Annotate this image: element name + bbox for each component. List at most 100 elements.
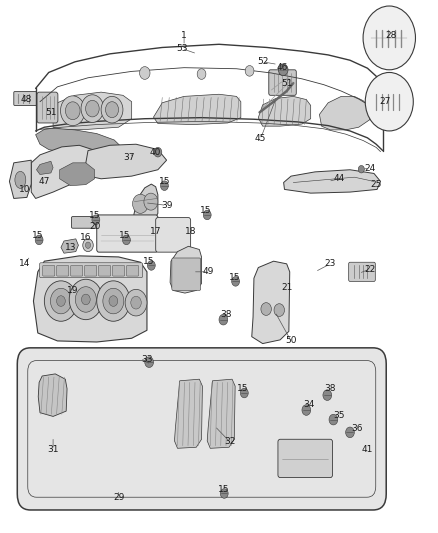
Text: 51: 51 <box>281 78 293 87</box>
Circle shape <box>154 148 162 157</box>
Polygon shape <box>134 184 158 224</box>
Text: 15: 15 <box>120 231 131 240</box>
Circle shape <box>358 165 364 173</box>
Circle shape <box>203 210 211 220</box>
Text: 41: 41 <box>362 446 373 455</box>
Text: 49: 49 <box>202 268 214 276</box>
Polygon shape <box>38 374 67 416</box>
Circle shape <box>232 277 240 286</box>
Text: 38: 38 <box>325 384 336 393</box>
Polygon shape <box>174 379 202 448</box>
FancyBboxPatch shape <box>370 27 409 50</box>
Text: 27: 27 <box>379 97 391 106</box>
Text: 45: 45 <box>255 134 266 143</box>
FancyBboxPatch shape <box>85 265 97 276</box>
Circle shape <box>274 304 285 317</box>
Circle shape <box>197 69 206 79</box>
Circle shape <box>103 288 124 314</box>
Text: 15: 15 <box>229 273 240 281</box>
Circle shape <box>101 96 123 123</box>
Polygon shape <box>36 161 53 174</box>
FancyBboxPatch shape <box>17 348 386 510</box>
Polygon shape <box>319 96 370 130</box>
Circle shape <box>44 281 78 321</box>
Circle shape <box>279 64 288 76</box>
Polygon shape <box>60 163 95 185</box>
Polygon shape <box>84 144 166 179</box>
Circle shape <box>123 235 131 245</box>
Text: 52: 52 <box>257 58 268 66</box>
Circle shape <box>329 414 338 425</box>
Circle shape <box>219 314 228 325</box>
FancyBboxPatch shape <box>371 92 407 113</box>
Circle shape <box>346 427 354 438</box>
Text: 44: 44 <box>333 174 345 183</box>
Polygon shape <box>207 379 235 448</box>
FancyBboxPatch shape <box>127 265 139 276</box>
Circle shape <box>109 296 118 306</box>
Text: 39: 39 <box>161 201 173 210</box>
Text: 51: 51 <box>45 108 57 117</box>
Circle shape <box>148 261 155 270</box>
Text: 50: 50 <box>285 336 297 345</box>
Text: 35: 35 <box>333 411 345 420</box>
Text: 21: 21 <box>281 283 292 292</box>
Circle shape <box>363 6 416 70</box>
FancyBboxPatch shape <box>71 265 83 276</box>
FancyBboxPatch shape <box>57 265 69 276</box>
Text: 25: 25 <box>371 180 382 189</box>
Polygon shape <box>61 239 78 253</box>
Circle shape <box>140 67 150 79</box>
Circle shape <box>125 289 147 316</box>
Text: 15: 15 <box>159 177 170 186</box>
Circle shape <box>245 66 254 76</box>
Text: 34: 34 <box>303 400 314 409</box>
Circle shape <box>81 294 90 305</box>
Circle shape <box>65 102 80 120</box>
Text: 20: 20 <box>89 222 100 231</box>
Polygon shape <box>252 261 290 344</box>
FancyBboxPatch shape <box>99 265 111 276</box>
Text: 22: 22 <box>364 265 375 273</box>
Text: 47: 47 <box>39 177 50 186</box>
Polygon shape <box>10 160 31 198</box>
FancyBboxPatch shape <box>269 70 296 95</box>
Text: 15: 15 <box>200 206 212 215</box>
Polygon shape <box>33 256 147 342</box>
Polygon shape <box>35 128 123 157</box>
FancyBboxPatch shape <box>278 439 332 478</box>
FancyBboxPatch shape <box>349 262 375 281</box>
Text: 15: 15 <box>143 257 155 265</box>
Text: 15: 15 <box>89 212 100 221</box>
FancyBboxPatch shape <box>39 263 143 278</box>
Circle shape <box>83 239 93 252</box>
Text: 46: 46 <box>277 63 288 71</box>
Circle shape <box>240 388 248 398</box>
FancyBboxPatch shape <box>71 216 104 228</box>
Text: 15: 15 <box>237 384 249 393</box>
Polygon shape <box>170 246 201 293</box>
Circle shape <box>81 95 104 123</box>
Circle shape <box>60 96 85 126</box>
Text: 40: 40 <box>150 148 161 157</box>
FancyBboxPatch shape <box>37 92 58 123</box>
Circle shape <box>57 296 65 306</box>
Circle shape <box>144 193 158 210</box>
Circle shape <box>160 181 168 190</box>
Circle shape <box>302 405 311 415</box>
Text: 14: 14 <box>19 260 30 268</box>
Text: 28: 28 <box>386 31 397 40</box>
Text: 23: 23 <box>325 260 336 268</box>
Text: 38: 38 <box>220 310 231 319</box>
Text: 16: 16 <box>80 233 92 242</box>
Circle shape <box>323 390 332 400</box>
Text: 10: 10 <box>19 185 31 194</box>
Polygon shape <box>153 94 241 125</box>
Text: 15: 15 <box>218 485 229 494</box>
Polygon shape <box>258 96 311 126</box>
FancyBboxPatch shape <box>42 265 55 276</box>
Text: 53: 53 <box>176 44 187 53</box>
Text: 36: 36 <box>351 424 362 433</box>
Circle shape <box>35 235 43 245</box>
Text: 29: 29 <box>113 493 124 502</box>
